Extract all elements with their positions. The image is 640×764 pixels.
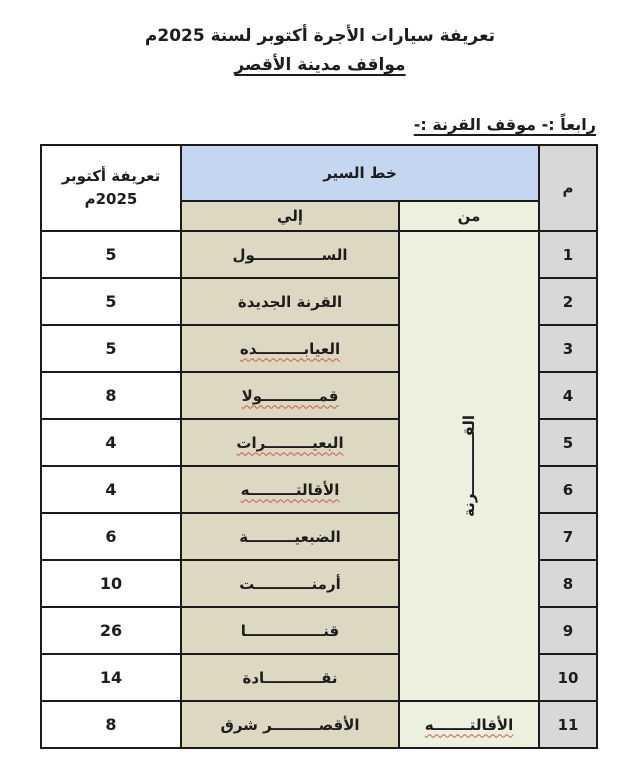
cell-to: أرمنـــــــــــت — [180, 559, 400, 608]
cell-fare: 26 — [40, 606, 182, 655]
cell-to: قنـــــــــــــــا — [180, 606, 400, 655]
cell-to: العيابـــــــــده — [180, 324, 400, 373]
cell-to: الأقالتـــــــــه — [180, 465, 400, 514]
cell-fare: 5 — [40, 324, 182, 373]
cell-fare: 14 — [40, 653, 182, 702]
table-row: 3 العيابـــــــــده 5 — [40, 324, 598, 373]
header-row-number: م — [538, 144, 598, 232]
table-row: 9 قنـــــــــــــــا 26 — [40, 606, 598, 655]
cell-row-number: 2 — [538, 277, 598, 326]
table-row: 7 الضبعيـــــــــة 6 — [40, 512, 598, 561]
cell-fare: 8 — [40, 700, 182, 749]
table-row: 5 البعيـــــــــرات 4 — [40, 418, 598, 467]
to-label: القرنة الجديدة — [237, 292, 343, 311]
fare-table-body: 1 القـــــــــــرنة الســـــــــــــول 5 2 ال… — [40, 230, 598, 749]
header-to: إلي — [180, 200, 400, 232]
cell-fare: 4 — [40, 418, 182, 467]
cell-fare: 5 — [40, 230, 182, 279]
cell-row-number: 9 — [538, 606, 598, 655]
cell-from-merged: القـــــــــــرنة — [398, 230, 540, 702]
section-heading: رابعاً :- موقف القرنة :- — [413, 115, 596, 134]
header-route: خط السير — [180, 144, 540, 202]
header-fare: تعريفة أكتوبر 2025م — [40, 144, 182, 232]
cell-to: الضبعيـــــــــة — [180, 512, 400, 561]
table-row: 1 القـــــــــــرنة الســـــــــــــول 5 — [40, 230, 598, 702]
cell-fare: 10 — [40, 559, 182, 608]
cell-to: قمـــــــــــولا — [180, 371, 400, 420]
document-subtitle: مواقف مدينة الأقصر — [234, 55, 406, 75]
cell-fare: 4 — [40, 465, 182, 514]
cell-fare: 8 — [40, 371, 182, 420]
to-label: قمـــــــــــولا — [241, 386, 339, 405]
to-label: نقـــــــــــادة — [242, 668, 338, 687]
cell-row-number: 1 — [538, 230, 598, 279]
from-label: الأقالتـــــــه — [424, 715, 514, 734]
document-title: تعريفة سيارات الأجرة أكتوبر لسنة 2025م — [144, 26, 496, 46]
cell-from: الأقالتـــــــه — [398, 700, 540, 749]
header-from: من — [398, 200, 540, 232]
cell-to: القرنة الجديدة — [180, 277, 400, 326]
cell-row-number: 7 — [538, 512, 598, 561]
table-row: 6 الأقالتـــــــــه 4 — [40, 465, 598, 514]
header-fare-line2: 2025م — [84, 190, 138, 208]
to-label: الضبعيـــــــــة — [239, 527, 341, 546]
table-row: 10 نقـــــــــــادة 14 — [40, 653, 598, 702]
table-row: 2 القرنة الجديدة 5 — [40, 277, 598, 326]
fare-table-header: م خط السير تعريفة أكتوبر 2025م من إلي — [40, 144, 598, 232]
cell-fare: 6 — [40, 512, 182, 561]
table-row: 4 قمـــــــــــولا 8 — [40, 371, 598, 420]
header-fare-line1: تعريفة أكتوبر — [61, 166, 161, 185]
cell-row-number: 6 — [538, 465, 598, 514]
to-label: البعيـــــــــرات — [236, 433, 344, 452]
cell-to: نقـــــــــــادة — [180, 653, 400, 702]
to-label: الســـــــــــــول — [232, 245, 348, 264]
cell-row-number: 5 — [538, 418, 598, 467]
cell-row-number: 10 — [538, 653, 598, 702]
cell-to: الأقصـــــــــر شرق — [180, 700, 400, 749]
cell-row-number: 11 — [538, 700, 598, 749]
table-row: 11 الأقالتـــــــه الأقصـــــــــر شرق 8 — [40, 700, 598, 749]
fare-table: م خط السير تعريفة أكتوبر 2025م من إلي 1 ا… — [40, 144, 598, 749]
cell-to: البعيـــــــــرات — [180, 418, 400, 467]
to-label: أرمنـــــــــــت — [239, 574, 341, 593]
to-label: الأقالتـــــــــه — [240, 480, 340, 499]
table-row: 8 أرمنـــــــــــت 10 — [40, 559, 598, 608]
to-label: قنـــــــــــــــا — [240, 621, 340, 640]
cell-fare: 5 — [40, 277, 182, 326]
cell-row-number: 4 — [538, 371, 598, 420]
to-label: الأقصـــــــــر شرق — [220, 715, 360, 734]
to-label: العيابـــــــــده — [239, 339, 341, 358]
cell-row-number: 3 — [538, 324, 598, 373]
from-merged-label: القـــــــــــرنة — [460, 414, 478, 518]
cell-to: الســـــــــــــول — [180, 230, 400, 279]
cell-row-number: 8 — [538, 559, 598, 608]
